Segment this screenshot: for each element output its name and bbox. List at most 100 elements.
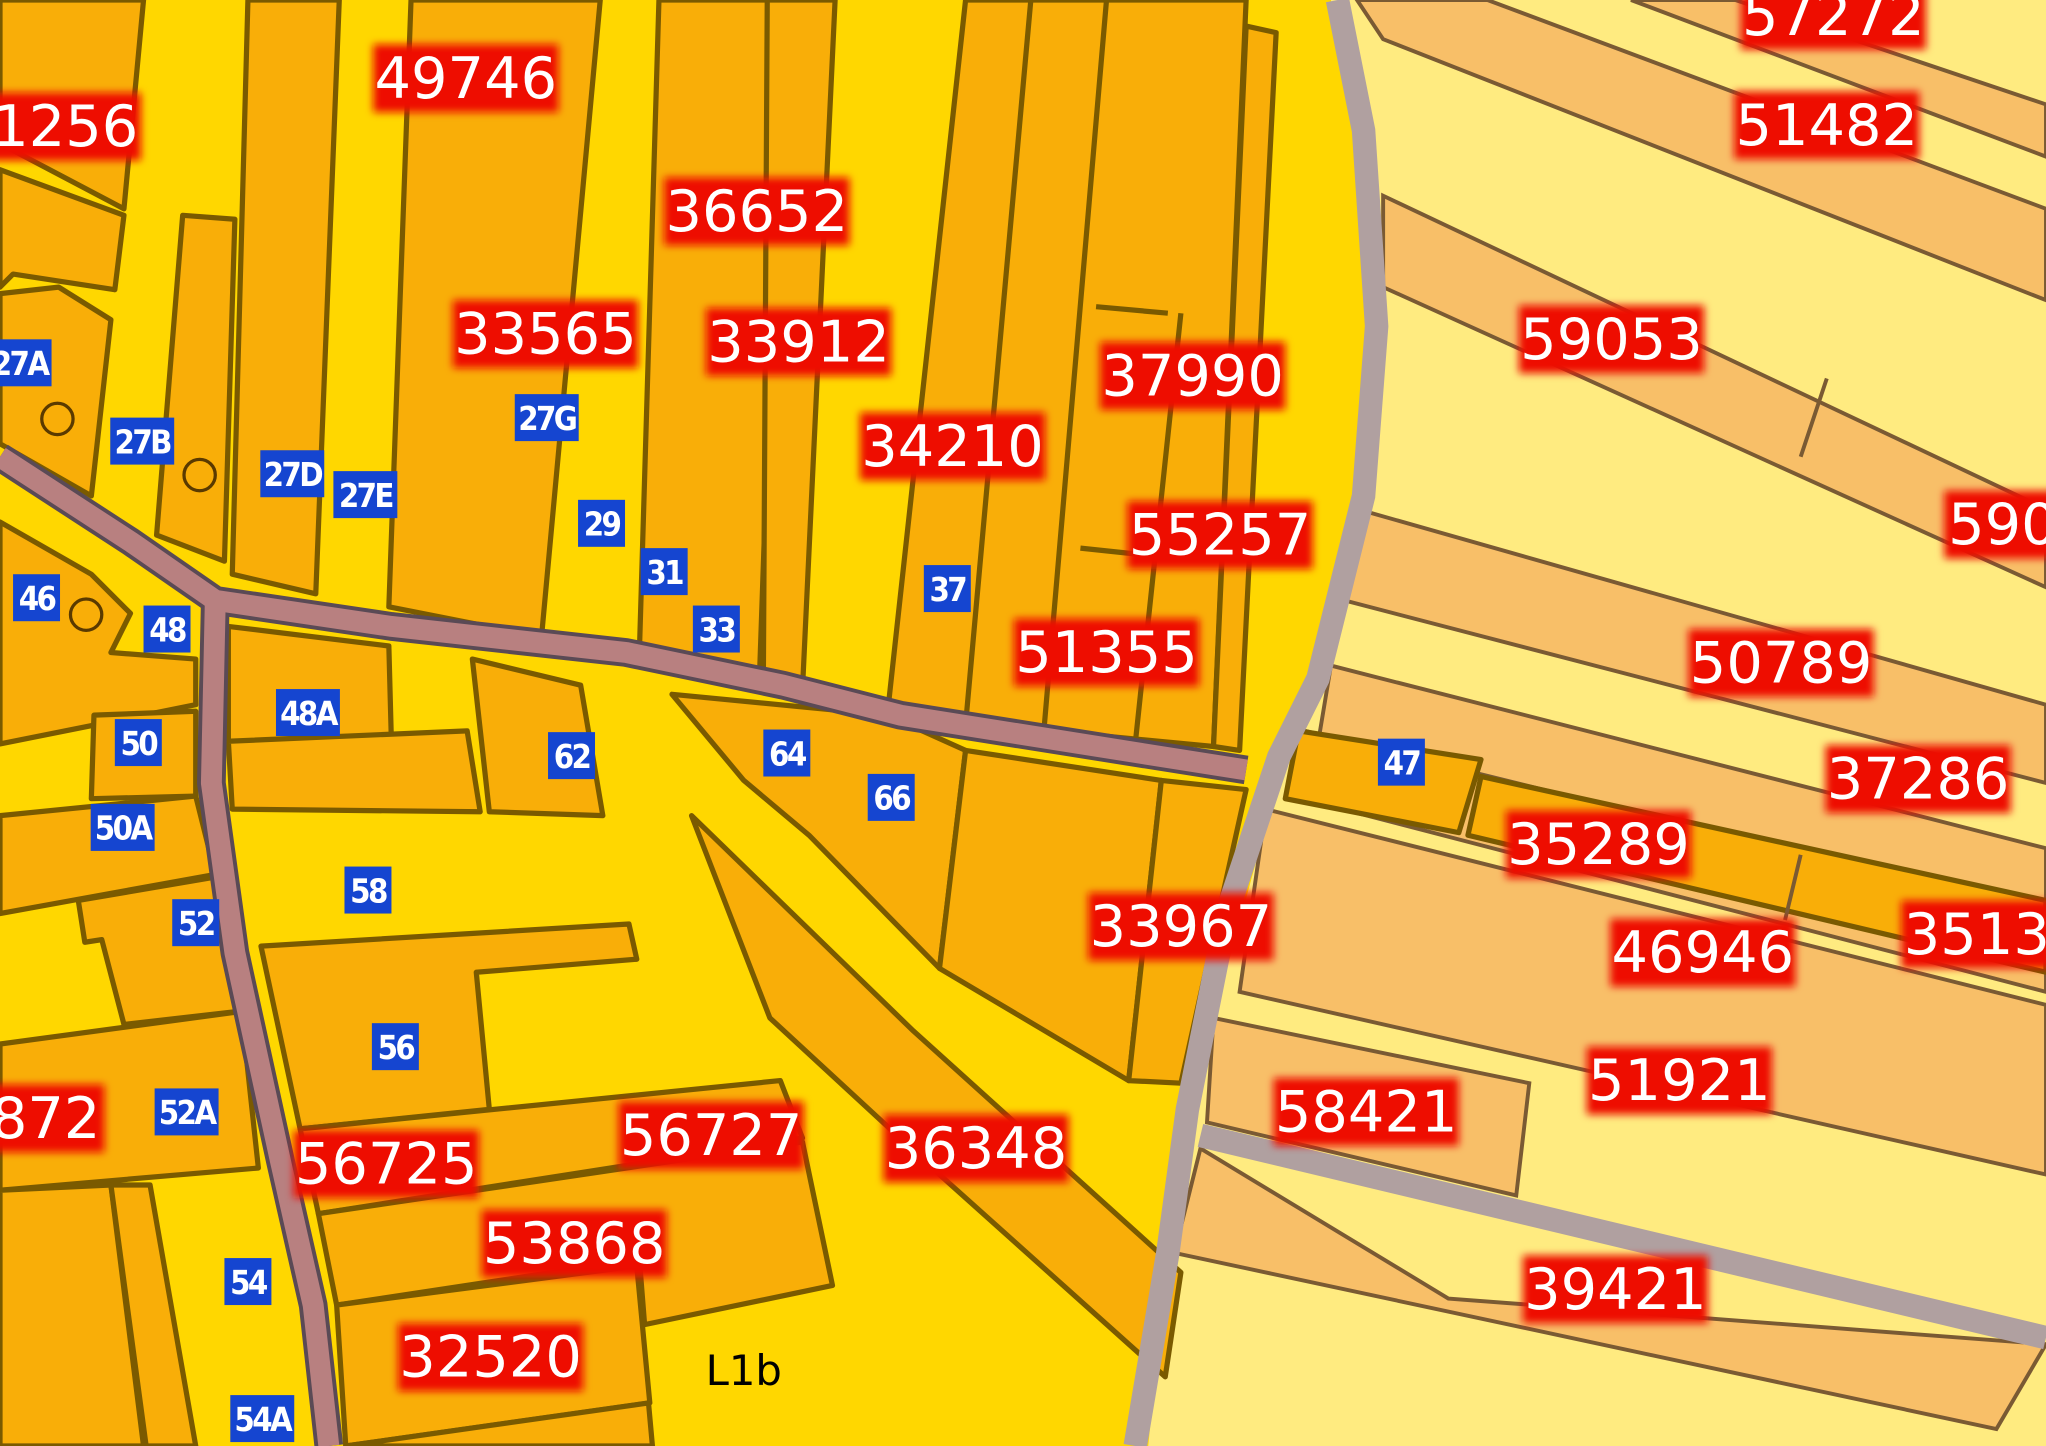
tree-icon (68, 597, 104, 632)
parcel-number: 56725 (295, 1131, 478, 1198)
parcel-label: 46946 (1610, 918, 1796, 987)
parcel-label: 51921 (1586, 1046, 1772, 1115)
parcel-number: 33967 (1090, 893, 1273, 960)
parcel-number: 53868 (483, 1210, 666, 1277)
house-number-text: 33 (699, 611, 736, 649)
house-number-bg (0, 339, 52, 387)
parcel-label-bg (883, 1114, 1069, 1183)
house-number-bg (172, 899, 220, 947)
house-number-bg (260, 450, 325, 498)
parcel-label: 59053 (1518, 305, 1705, 374)
parcel-number: 49746 (375, 45, 558, 112)
parcel-label-bg (1901, 900, 2046, 969)
parcel-label-bg (1099, 341, 1286, 410)
parcel-label-bg (373, 44, 559, 113)
parcel-label: 58421 (1273, 1077, 1459, 1146)
house-number-text: 52 (178, 905, 214, 943)
parcel-label-bg (1013, 618, 1200, 687)
house-number-text: 56 (378, 1029, 415, 1067)
zone-label: L1b (706, 1346, 782, 1395)
parcel-label-bg (1518, 305, 1705, 374)
parcel-label-bg (293, 1130, 479, 1199)
house-number: 50 (114, 719, 162, 767)
house-number-text: 50A (95, 810, 154, 848)
parcel-label: 56725 (293, 1130, 479, 1199)
parcel-label: 36652 (664, 177, 850, 246)
house-number-bg (110, 417, 175, 465)
house-number: 27A (0, 339, 53, 387)
parcel-label-bg (397, 1323, 584, 1392)
house-number: 29 (578, 499, 626, 547)
parcel-number: 34210 (861, 413, 1044, 480)
parcel-label-bg (705, 307, 892, 376)
house-number-text: 31 (646, 554, 683, 592)
house-number-bg (923, 565, 971, 613)
parcel-label-bg (1522, 1255, 1709, 1324)
house-number: 50A (90, 803, 156, 851)
house-number: 27D (260, 450, 325, 498)
parcel-label: 56727 (618, 1101, 804, 1170)
parcel-label: 1256 (0, 92, 141, 161)
parcel-label: 51482 (1734, 91, 1920, 160)
parcel-number: 50789 (1690, 629, 1873, 696)
parcel-label-bg (1586, 1046, 1772, 1115)
parcel-label-bg (1273, 1077, 1459, 1146)
house-number: 52 (172, 899, 220, 947)
parcel-label: 57272 (1740, 0, 1926, 50)
house-number-text: 54A (234, 1401, 293, 1439)
house-number: 54 (224, 1258, 272, 1306)
house-number-text: 27G (518, 400, 576, 438)
parcel-number: 33565 (454, 301, 637, 368)
parcel-number: 36348 (885, 1115, 1068, 1182)
house-number-bg (1377, 738, 1425, 786)
house-number-text: 27B (115, 423, 172, 461)
parcel-label: 33565 (452, 300, 639, 369)
parcel-label: 55257 (1127, 501, 1313, 570)
house-number-bg (114, 719, 162, 767)
parcel-number: 58421 (1275, 1078, 1458, 1145)
parcel-number: 1256 (0, 93, 138, 160)
house-number-bg (154, 1088, 219, 1136)
parcel-number: 32520 (399, 1324, 582, 1391)
house-number-text: 54 (230, 1264, 268, 1302)
house-number-bg (90, 803, 155, 851)
parcel-label-bg (1734, 91, 1920, 160)
house-number-bg (548, 732, 596, 780)
parcel-label-bg (1825, 745, 2011, 814)
parcel-label: 37286 (1825, 745, 2011, 814)
house-number-text: 58 (350, 872, 387, 910)
house-number-bg (640, 548, 688, 596)
house-number-text: 50 (121, 725, 159, 763)
house-number-text: 29 (584, 506, 621, 544)
house-number-bg (692, 605, 740, 653)
house-number: 52A (154, 1088, 220, 1136)
parcel-label: 32520 (397, 1323, 584, 1392)
tree-icon (40, 401, 75, 437)
house-number: 33 (692, 605, 740, 653)
parcel-number: 51921 (1588, 1047, 1771, 1114)
tree-icon (182, 457, 217, 493)
parcel-label-bg (618, 1101, 804, 1170)
parcel-number: 46946 (1612, 919, 1795, 986)
parcel-number: 51355 (1015, 619, 1198, 686)
parcel-label: 50789 (1688, 629, 1874, 697)
house-number-text: 46 (19, 580, 56, 618)
house-number: 64 (763, 729, 811, 777)
house-number: 27G (514, 394, 579, 442)
parcel-label: 590 (1944, 490, 2046, 559)
house-number-text: 52A (159, 1094, 218, 1132)
house-number-text: 66 (873, 780, 910, 818)
house-number: 48 (143, 605, 191, 653)
parcel-label: 872 (0, 1084, 105, 1153)
house-number-text: 48 (149, 611, 186, 649)
house-number: 31 (640, 548, 688, 596)
parcel-number: 57272 (1742, 0, 1925, 49)
parcel-number: 33912 (707, 308, 890, 375)
house-number: 27B (110, 417, 175, 465)
house-number-bg (514, 394, 579, 442)
parcel-label-bg (1505, 810, 1692, 879)
parcel-label: 37990 (1099, 341, 1286, 410)
house-number-text: 27D (264, 456, 323, 494)
